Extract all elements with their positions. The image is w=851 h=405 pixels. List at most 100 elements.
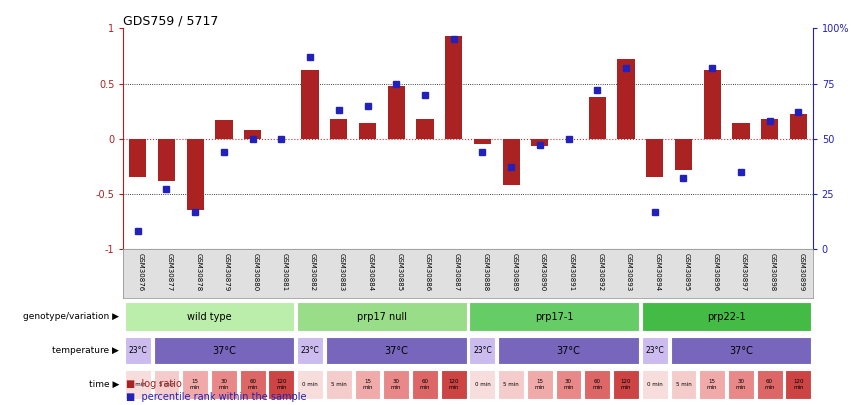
Text: 15
min: 15 min	[534, 379, 545, 390]
Bar	[355, 370, 380, 399]
Text: wild type: wild type	[187, 312, 231, 322]
Text: temperature ▶: temperature ▶	[52, 346, 119, 355]
Text: GSM30879: GSM30879	[224, 253, 230, 291]
Text: GSM30889: GSM30889	[511, 253, 517, 291]
Bar	[589, 97, 606, 139]
Text: GSM30883: GSM30883	[339, 253, 345, 291]
Text: 120
min: 120 min	[276, 379, 287, 390]
Text: ■  percentile rank within the sample: ■ percentile rank within the sample	[126, 392, 306, 402]
Bar	[153, 370, 180, 399]
Bar	[125, 370, 151, 399]
Text: 37°C: 37°C	[385, 345, 408, 356]
Bar	[474, 139, 491, 144]
Bar	[732, 123, 750, 139]
Bar	[700, 370, 725, 399]
Bar	[728, 370, 754, 399]
Bar	[297, 302, 466, 331]
Bar	[502, 139, 520, 185]
Bar	[761, 119, 778, 139]
Bar	[470, 337, 495, 364]
Text: time ▶: time ▶	[89, 380, 119, 389]
Bar	[531, 139, 549, 147]
Bar	[153, 337, 294, 364]
Bar	[215, 120, 232, 139]
Text: GDS759 / 5717: GDS759 / 5717	[123, 14, 219, 27]
Bar	[158, 139, 175, 181]
Text: GSM30877: GSM30877	[167, 253, 173, 291]
Bar	[416, 119, 433, 139]
Text: prp17 null: prp17 null	[357, 312, 407, 322]
Text: 15
min: 15 min	[363, 379, 373, 390]
Bar	[240, 370, 266, 399]
Text: 0 min: 0 min	[475, 382, 490, 387]
Text: 23°C: 23°C	[129, 346, 147, 355]
Text: 60
min: 60 min	[420, 379, 431, 390]
Text: GSM30898: GSM30898	[769, 253, 775, 291]
Text: GSM30882: GSM30882	[310, 253, 316, 291]
Bar	[642, 370, 668, 399]
Text: GSM30897: GSM30897	[741, 253, 747, 291]
Text: GSM30876: GSM30876	[138, 253, 144, 291]
Text: GSM30899: GSM30899	[798, 253, 804, 291]
Bar	[704, 70, 721, 139]
Bar	[211, 370, 237, 399]
Bar	[268, 370, 294, 399]
Bar	[498, 370, 524, 399]
Bar	[642, 302, 811, 331]
Bar	[387, 86, 405, 139]
Bar	[125, 302, 294, 331]
Text: 15
min: 15 min	[707, 379, 717, 390]
Bar	[585, 370, 610, 399]
Bar	[244, 130, 261, 139]
Text: GSM30880: GSM30880	[253, 253, 259, 291]
Text: GSM30887: GSM30887	[454, 253, 460, 291]
Text: 30
min: 30 min	[219, 379, 229, 390]
Bar	[182, 370, 208, 399]
Bar	[301, 70, 319, 139]
Bar	[646, 139, 664, 177]
Bar	[441, 370, 466, 399]
Text: GSM30892: GSM30892	[597, 253, 603, 291]
Text: genotype/variation ▶: genotype/variation ▶	[23, 312, 119, 321]
Bar	[671, 337, 811, 364]
Text: 30
min: 30 min	[563, 379, 574, 390]
Text: GSM30888: GSM30888	[483, 253, 488, 291]
Text: 30
min: 30 min	[735, 379, 746, 390]
Text: GSM30886: GSM30886	[425, 253, 431, 291]
Bar	[470, 370, 495, 399]
Text: GSM30891: GSM30891	[568, 253, 574, 291]
Text: 60
min: 60 min	[248, 379, 258, 390]
Text: 120
min: 120 min	[620, 379, 631, 390]
Text: 0 min: 0 min	[302, 382, 318, 387]
Bar	[326, 370, 351, 399]
Text: 23°C: 23°C	[645, 346, 664, 355]
Text: 23°C: 23°C	[300, 346, 319, 355]
Bar	[186, 139, 204, 211]
Bar	[129, 139, 146, 177]
Text: 5 min: 5 min	[158, 382, 174, 387]
Bar	[412, 370, 438, 399]
Bar	[790, 115, 807, 139]
Text: GSM30896: GSM30896	[712, 253, 718, 291]
Bar	[125, 337, 151, 364]
Text: 30
min: 30 min	[391, 379, 402, 390]
Bar	[330, 119, 347, 139]
Bar	[675, 139, 692, 170]
Bar	[297, 337, 323, 364]
Text: 5 min: 5 min	[331, 382, 346, 387]
Text: 60
min: 60 min	[592, 379, 603, 390]
Bar	[359, 123, 376, 139]
Text: 0 min: 0 min	[130, 382, 146, 387]
Bar	[613, 370, 639, 399]
Text: GSM30890: GSM30890	[540, 253, 545, 291]
Text: 120
min: 120 min	[793, 379, 803, 390]
Bar	[671, 370, 696, 399]
Text: 5 min: 5 min	[503, 382, 519, 387]
Bar	[445, 36, 462, 139]
Text: GSM30895: GSM30895	[683, 253, 689, 291]
Text: GSM30881: GSM30881	[282, 253, 288, 291]
Bar	[297, 370, 323, 399]
Text: 23°C: 23°C	[473, 346, 492, 355]
Bar	[642, 337, 668, 364]
Text: GSM30885: GSM30885	[397, 253, 403, 291]
